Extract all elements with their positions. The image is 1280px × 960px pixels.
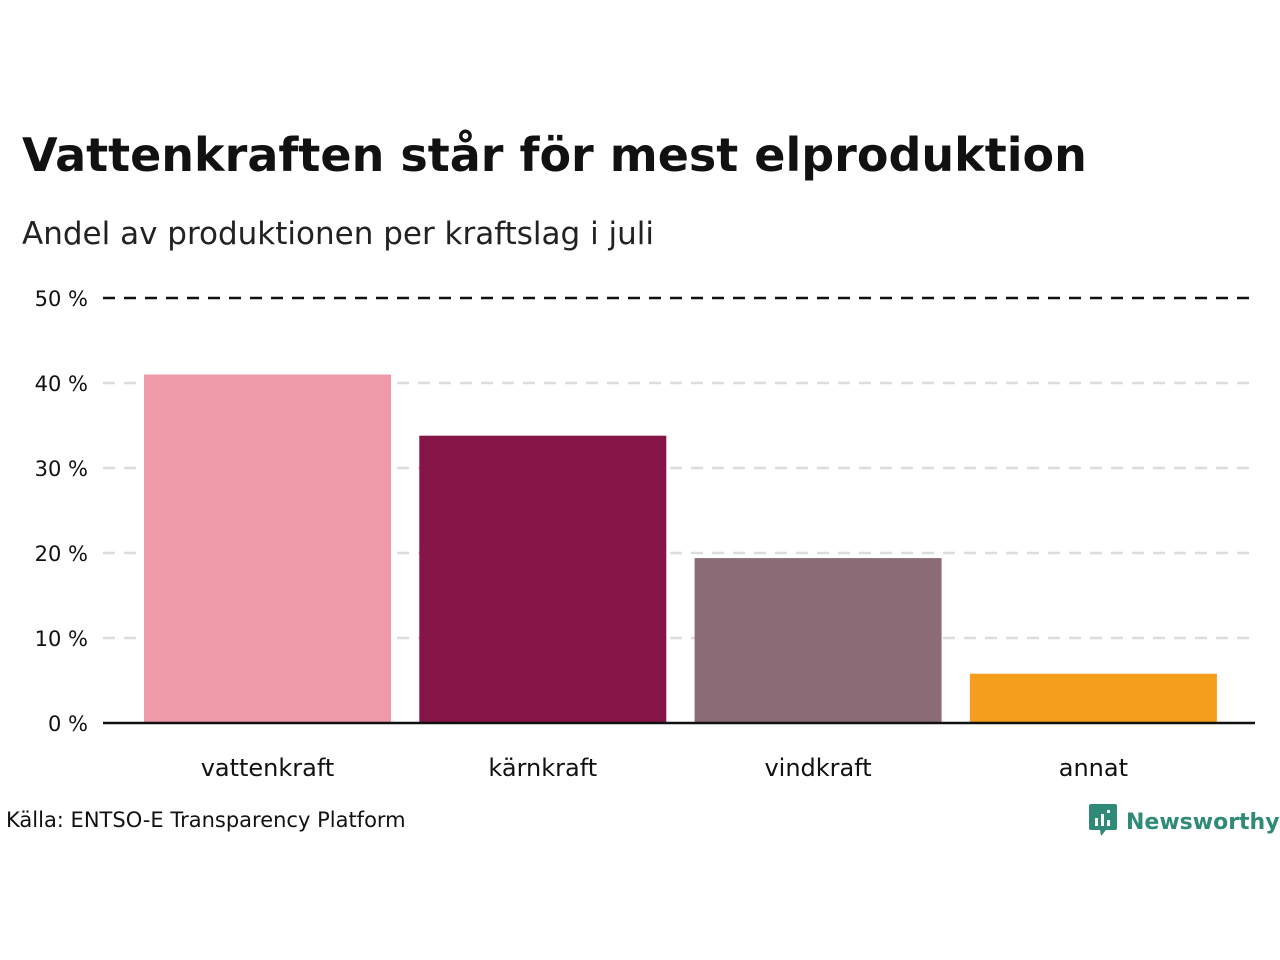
bar-annat — [969, 673, 1217, 723]
y-tick-label: 30 % — [35, 457, 88, 481]
bar-kärnkraft — [419, 435, 667, 723]
newsworthy-logo-icon — [1088, 802, 1118, 842]
y-tick-label: 50 % — [35, 287, 88, 311]
x-tick-label: kärnkraft — [488, 754, 597, 782]
y-tick-label: 20 % — [35, 542, 88, 566]
bar-vindkraft — [694, 558, 942, 723]
x-tick-label: vindkraft — [764, 754, 871, 782]
chart-title: Vattenkraften står för mest elproduktion — [22, 128, 1087, 182]
bar-chart: 0 % 10 % 20 % 30 % 40 % 50 % vattenkraft kärnkr… — [35, 287, 1255, 782]
bar-vattenkraft — [144, 374, 391, 723]
x-tick-label: annat — [1059, 754, 1128, 782]
brand-logo: Newsworthy — [1088, 802, 1280, 842]
source-note: Källa: ENTSO-E Transparency Platform — [6, 808, 406, 832]
chart-subtitle: Andel av produktionen per kraftslag i ju… — [22, 216, 655, 252]
y-tick-label: 40 % — [35, 372, 88, 396]
y-tick-label: 10 % — [35, 627, 88, 651]
brand-name: Newsworthy — [1126, 809, 1280, 835]
x-tick-label: vattenkraft — [201, 754, 335, 782]
y-tick-label: 0 % — [48, 712, 88, 736]
